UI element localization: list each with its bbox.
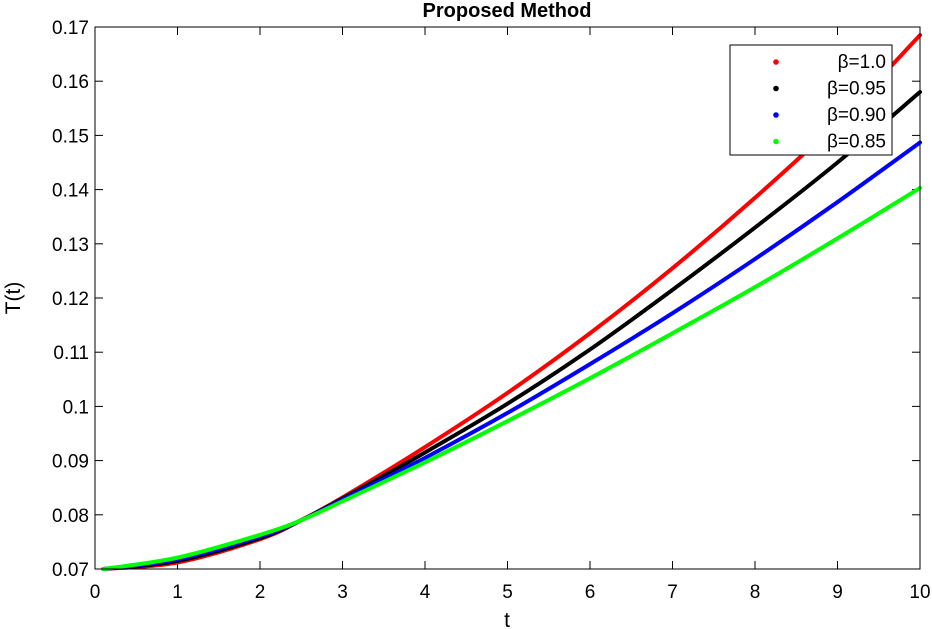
x-tick-label: 1 — [172, 582, 183, 603]
chart-title: Proposed Method — [423, 0, 592, 22]
series-line-2 — [101, 140, 922, 571]
y-tick-label: 0.09 — [52, 452, 89, 473]
legend-label: β=1.0 — [838, 52, 886, 73]
x-tick-label: 4 — [420, 582, 431, 603]
y-tick-label: 0.11 — [53, 343, 89, 364]
y-tick-label: 0.08 — [52, 506, 89, 527]
x-tick-label: 5 — [502, 582, 513, 603]
legend-box — [729, 44, 893, 156]
y-tick-label: 0.12 — [52, 289, 89, 310]
series-line-1 — [101, 90, 922, 571]
y-tick-label: 0.17 — [52, 18, 89, 39]
x-tick-label: 10 — [909, 582, 930, 603]
x-tick-label: 9 — [832, 582, 843, 603]
legend-marker — [773, 138, 779, 145]
legend-label: β=0.90 — [827, 105, 886, 126]
x-tick-label: 6 — [585, 582, 596, 603]
x-tick-label: 2 — [255, 582, 266, 603]
legend: β=1.0 β=0.95 β=0.90 β=0.85 — [729, 44, 893, 156]
x-tick-label: 8 — [750, 582, 761, 603]
legend-label: β=0.85 — [827, 132, 886, 153]
y-tick-label: 0.1 — [63, 397, 89, 418]
y-tick-label: 0.15 — [52, 126, 89, 147]
y-axis-label: T(t) — [2, 282, 25, 315]
plot-frame — [94, 26, 921, 570]
series-line-3 — [101, 185, 922, 571]
y-axis: 0.07 0.08 0.09 0.1 0.11 0.12 0.13 0.14 0.15 0.16 0… — [52, 18, 920, 581]
y-tick-label: 0.14 — [52, 181, 89, 202]
plot-area — [101, 33, 922, 571]
x-axis: 0 1 2 3 4 5 6 7 8 9 10 — [90, 27, 931, 603]
y-tick-label: 0.16 — [52, 72, 89, 93]
x-axis-label: t — [504, 609, 510, 629]
legend-marker — [773, 85, 779, 92]
x-tick-label: 3 — [337, 582, 348, 603]
legend-marker — [773, 59, 779, 65]
legend-label: β=0.95 — [827, 79, 886, 100]
y-tick-label: 0.07 — [52, 560, 89, 581]
y-tick-label: 0.13 — [52, 235, 89, 256]
legend-marker — [773, 112, 779, 118]
x-tick-label: 7 — [667, 582, 678, 603]
x-tick-label: 0 — [90, 582, 101, 603]
